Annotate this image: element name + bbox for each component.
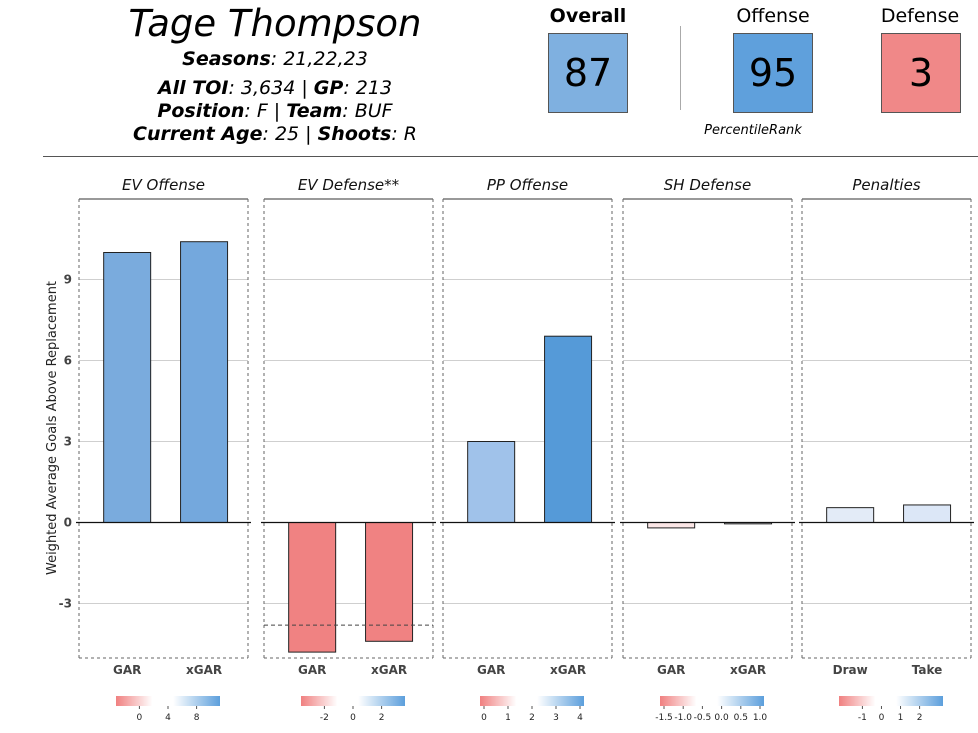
bar [180, 241, 229, 523]
toi-label: All TOI [157, 77, 229, 99]
legend-tick-label: 4 [577, 713, 583, 723]
color-legend [480, 696, 584, 706]
legend-tick-label: -2 [320, 713, 329, 723]
seasons-label: Seasons [182, 48, 271, 70]
legend-tick-label: 1.0 [753, 713, 768, 723]
overall-label: Overall [549, 5, 627, 27]
color-legend [301, 696, 405, 706]
position-value: : F | [244, 100, 287, 122]
panel-title: Penalties [852, 176, 920, 194]
legend-tick-label: -1 [858, 713, 867, 723]
x-tick-label: GAR [477, 663, 505, 677]
toi-gp-line: All TOI: 3,634 | GP: 213 [120, 76, 430, 100]
seasons-value: : 21,22,23 [270, 48, 368, 70]
legend-tick-label: 4 [165, 713, 171, 723]
x-tick-label: xGAR [730, 663, 766, 677]
shoots-label: Shoots [317, 123, 392, 145]
y-tick-label: 9 [64, 273, 72, 287]
panel-title: EV Offense [122, 176, 205, 194]
toi-value: : 3,634 | [228, 77, 314, 99]
legend-tick-label: 2 [917, 713, 923, 723]
legend-tick-label: 0.5 [734, 713, 748, 723]
y-tick-label: 6 [64, 354, 72, 368]
legend-tick-label: 0 [879, 713, 885, 723]
offense-card: 95 [733, 33, 813, 113]
offense-label: Offense [736, 5, 810, 27]
x-tick-label: xGAR [186, 663, 222, 677]
legend-tick-label: 1 [505, 713, 511, 723]
legend-tick-label: 2 [529, 713, 535, 723]
y-tick-label: 3 [64, 435, 72, 449]
bar [365, 522, 414, 642]
x-tick-label: Take [912, 663, 943, 677]
x-tick-label: GAR [298, 663, 326, 677]
bar [826, 507, 875, 523]
legend-tick-label: 0 [481, 713, 487, 723]
bar [544, 335, 593, 524]
gp-label: GP [313, 77, 344, 99]
x-tick-label: xGAR [371, 663, 407, 677]
position-team-line: Position: F | Team: BUF [120, 99, 430, 123]
x-tick-label: GAR [113, 663, 141, 677]
overall-card: 87 [548, 33, 628, 113]
legend-tick-label: 8 [194, 713, 200, 723]
color-legend [660, 696, 764, 706]
gp-value: : 213 [343, 77, 393, 99]
legend-tick-label: 1 [898, 713, 904, 723]
legend-tick-label: -0.5 [694, 713, 712, 723]
bar [647, 522, 696, 529]
y-axis-title: Weighted Average Goals Above Replacement [45, 281, 60, 575]
bar [288, 522, 337, 653]
defense-card: 3 [881, 33, 961, 113]
y-tick-label: -3 [59, 597, 72, 611]
x-tick-label: Draw [833, 663, 868, 677]
legend-tick-label: 0.0 [714, 713, 729, 723]
age-value: : 25 | [262, 123, 318, 145]
position-label: Position [157, 100, 245, 122]
card-separator [680, 26, 681, 110]
defense-label: Defense [880, 5, 960, 27]
age-label: Current Age [133, 123, 263, 145]
legend-tick-label: 3 [553, 713, 559, 723]
player-name: Tage Thompson [128, 2, 422, 45]
header-divider [43, 156, 978, 157]
team-label: Team [286, 100, 343, 122]
x-tick-label: GAR [657, 663, 685, 677]
shoots-value: : R [391, 123, 417, 145]
panel-title: SH Defense [664, 176, 751, 194]
x-tick-label: xGAR [550, 663, 586, 677]
panel-title: PP Offense [487, 176, 568, 194]
bar [467, 441, 516, 523]
legend-tick-label: 0 [350, 713, 356, 723]
legend-tick-label: 0 [137, 713, 143, 723]
panel-title: EV Defense** [298, 176, 400, 194]
legend-tick-label: -1.5 [655, 713, 673, 723]
bar [903, 504, 952, 524]
age-shoots-line: Current Age: 25 | Shoots: R [120, 122, 430, 146]
color-legend [116, 696, 220, 706]
seasons-line: Seasons: 21,22,23 [120, 47, 430, 71]
team-value: : BUF [342, 100, 393, 122]
legend-tick-label: 2 [379, 713, 385, 723]
percentile-rank-label: PercentileRank [704, 123, 802, 138]
legend-tick-label: -1.0 [674, 713, 692, 723]
bar [103, 252, 152, 523]
color-legend [839, 696, 943, 706]
y-tick-label: 0 [64, 516, 72, 530]
